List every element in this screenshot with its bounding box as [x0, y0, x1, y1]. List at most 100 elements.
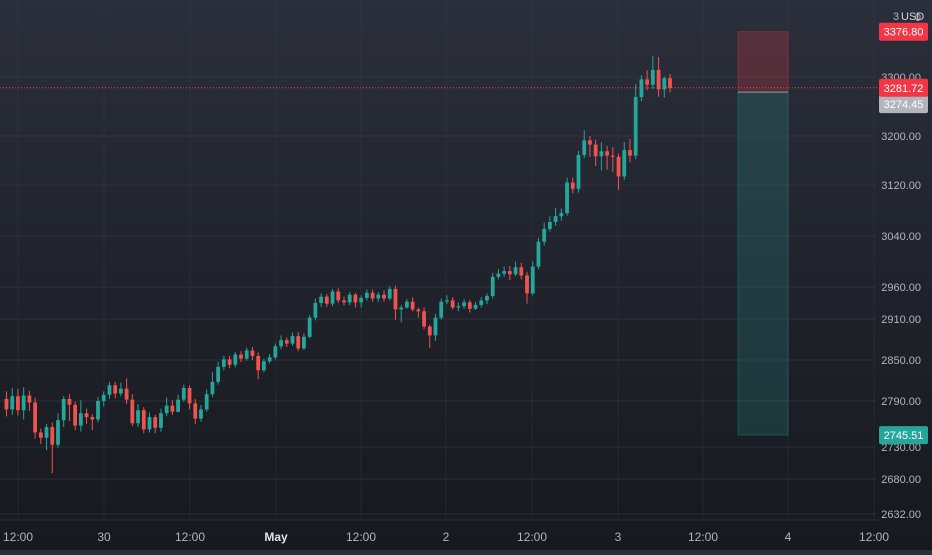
- short-position-tool[interactable]: [737, 31, 789, 436]
- candle-body: [119, 388, 123, 394]
- candle-body: [473, 304, 478, 309]
- candle-body: [21, 395, 26, 411]
- stop-price-tag: 3376.80: [884, 27, 924, 39]
- target-price-tag: 2745.51: [884, 430, 924, 442]
- candle-body: [296, 336, 301, 349]
- candle-body: [553, 216, 558, 222]
- time-tick-label: 12:00: [175, 530, 205, 544]
- current-price-tag-bg: [879, 78, 928, 97]
- candle-body: [536, 241, 541, 267]
- candle-body: [633, 97, 638, 156]
- candle-body: [576, 154, 581, 189]
- candle-body: [38, 432, 43, 438]
- candle-body: [565, 182, 569, 214]
- time-tick-label: 12:00: [3, 530, 33, 544]
- price-tick-label: 2910.00: [881, 314, 921, 326]
- candle-body: [359, 297, 364, 303]
- candle-body: [548, 221, 552, 229]
- candle-body: [273, 346, 278, 358]
- price-tick-label: 2680.00: [881, 474, 921, 486]
- candle-body: [399, 307, 404, 310]
- stop-loss-zone[interactable]: [737, 31, 789, 93]
- candle-body: [124, 388, 129, 400]
- candle-body: [462, 302, 466, 307]
- candle-body: [525, 275, 529, 294]
- candle-body: [427, 326, 432, 336]
- candle-body: [588, 140, 592, 145]
- candle-body: [490, 276, 495, 296]
- candle-body: [307, 317, 312, 337]
- candle-body: [416, 309, 421, 312]
- candles: [4, 56, 672, 474]
- candle-body: [342, 300, 346, 303]
- candle-body: [50, 427, 55, 445]
- price-tick-label: 3200.00: [881, 131, 921, 143]
- candle-body: [107, 385, 112, 395]
- candle-body: [662, 78, 667, 90]
- take-profit-zone[interactable]: [737, 91, 789, 436]
- candle-body: [530, 266, 535, 294]
- candle-body: [239, 354, 243, 359]
- candle-body: [4, 398, 9, 410]
- price-axis[interactable]: 2632.00 2680.00 2730.00 2790.00 2850.00 2910.…: [879, 0, 932, 550]
- candle-body: [262, 361, 266, 371]
- candle-body: [410, 301, 415, 310]
- candle-body: [450, 300, 455, 308]
- candle-body: [405, 301, 409, 308]
- candle-body: [616, 156, 621, 177]
- candle-body: [27, 395, 32, 403]
- candle-body: [181, 388, 186, 400]
- candle-body: [353, 294, 358, 303]
- candle-body: [496, 273, 501, 277]
- axis-header-suffix: 0: [915, 12, 921, 24]
- time-tick-label: 12:00: [346, 530, 376, 544]
- candle-body: [210, 381, 215, 395]
- candle-body: [605, 151, 609, 156]
- candle-body: [244, 350, 249, 359]
- candle-body: [324, 296, 329, 304]
- candle-body: [507, 271, 512, 275]
- candle-body: [284, 340, 289, 344]
- candle-body: [33, 402, 37, 433]
- candle-body: [136, 410, 140, 424]
- price-tick-label: 2730.00: [881, 442, 921, 454]
- candle-body: [330, 291, 335, 304]
- time-tick-label: 2: [443, 530, 450, 544]
- candle-body: [170, 405, 175, 412]
- candle-body: [10, 396, 15, 410]
- time-tick-label: 3: [615, 530, 622, 544]
- candle-body: [593, 144, 598, 157]
- candle-body: [479, 300, 484, 305]
- candle-body: [370, 292, 375, 299]
- candle-body: [153, 417, 158, 428]
- candle-body: [502, 271, 507, 274]
- candle-body: [113, 385, 118, 394]
- price-tick-label: 2960.00: [881, 282, 921, 294]
- candle-body: [467, 302, 472, 309]
- candle-body: [221, 359, 226, 367]
- candle-body: [313, 303, 318, 318]
- candle-body: [290, 336, 295, 344]
- price-tick-label: 3040.00: [881, 231, 921, 243]
- price-tick-label: 3120.00: [881, 180, 921, 192]
- price-tick-label: 2790.00: [881, 396, 921, 408]
- candle-body: [56, 420, 60, 445]
- candle-body: [319, 296, 323, 303]
- candle-body: [250, 350, 255, 356]
- candle-body: [67, 398, 72, 405]
- candle-body: [387, 288, 392, 299]
- candle-body: [84, 413, 89, 418]
- time-axis[interactable]: 12:00 30 12:00 May 12:00 2 12:00 3 12:00 4 12:00: [0, 519, 889, 544]
- candle-body: [628, 150, 632, 156]
- candle-body: [204, 394, 209, 410]
- candle-body: [559, 213, 564, 217]
- time-tick-label: 12:00: [859, 530, 889, 544]
- candle-body: [141, 410, 146, 430]
- grid-lines: [0, 0, 876, 520]
- candle-body: [668, 78, 672, 89]
- price-tick-label: 2632.00: [881, 509, 921, 521]
- candle-body: [187, 388, 192, 404]
- time-tick-label: 12:00: [688, 530, 718, 544]
- candle-body: [336, 291, 341, 301]
